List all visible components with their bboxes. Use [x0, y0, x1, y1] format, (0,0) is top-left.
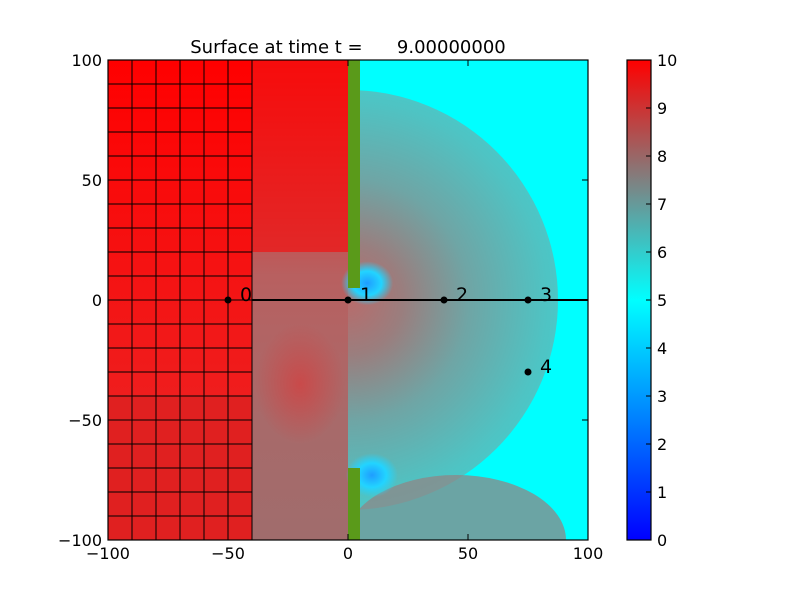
colorbar-tick-label: 10	[657, 51, 677, 70]
gauge-marker-0	[224, 296, 232, 304]
colorbar-tick-label: 4	[657, 339, 667, 358]
coarse-grid	[108, 60, 253, 540]
colorbar-tick-label: 9	[657, 99, 667, 118]
x-tick-label: 50	[458, 544, 478, 563]
surface-field	[108, 60, 588, 540]
colorbar-tick-label: 2	[657, 435, 667, 454]
gauge-marker-1	[344, 296, 352, 304]
colorbar-tick-label: 8	[657, 147, 667, 166]
gauge-label-0: 0	[240, 284, 252, 306]
lower-lobe	[346, 475, 566, 540]
colorbar: 0 1 2 3 4 5 6 7 8 9 10	[626, 51, 677, 550]
y-tick-label: −50	[68, 411, 102, 430]
colorbar-tick-label: 5	[657, 291, 667, 310]
chart-title: Surface at time t = 9.00000000	[190, 37, 505, 58]
colorbar-tick-label: 1	[657, 483, 667, 502]
x-tick-label: −50	[211, 544, 245, 563]
x-tick-label: 0	[343, 544, 353, 563]
reservoir-top	[252, 60, 348, 252]
wall-segment-2	[348, 468, 360, 540]
x-tick-label: −100	[86, 544, 130, 563]
colorbar-tick-label: 6	[657, 243, 667, 262]
reservoir-lobe	[255, 324, 345, 444]
wall-segment-1	[348, 60, 360, 288]
y-axis: 100 50 0 −50 −100	[58, 51, 588, 550]
y-tick-label: −100	[58, 531, 102, 550]
overlay: 0 1 2 3 4	[224, 284, 588, 378]
plot-frame	[107, 59, 589, 541]
colorbar-tick-label: 7	[657, 195, 667, 214]
y-tick-label: 0	[92, 291, 102, 310]
gauge-label-3: 3	[540, 284, 552, 306]
gauge-marker-3	[524, 296, 532, 304]
gauge-label-4: 4	[540, 356, 552, 378]
y-tick-label: 50	[82, 171, 102, 190]
gauge-marker-2	[440, 296, 448, 304]
x-axis: −100 −50 0 50 100	[86, 60, 603, 563]
gauge-marker-4	[524, 368, 532, 376]
colorbar-tick-label: 0	[657, 531, 667, 550]
colorbar-tick-label: 3	[657, 387, 667, 406]
y-tick-label: 100	[71, 51, 102, 70]
gauge-label-2: 2	[456, 284, 468, 306]
x-tick-label: 100	[573, 544, 604, 563]
gauge-label-1: 1	[360, 284, 372, 306]
